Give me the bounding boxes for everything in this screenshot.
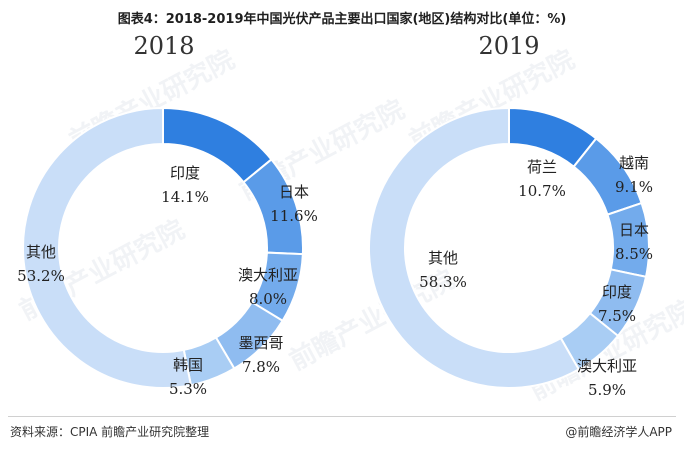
slice-value-2019-2: 8.5% [615,245,653,263]
credit-note: @前瞻经济学人APP [565,425,672,439]
slice-label-2019-2: 日本 [619,221,649,239]
year-2018-title: 2018 [133,32,195,60]
source-note: 资料来源：CPIA 前瞻产业研究院整理 [10,425,210,439]
slice-value-2019-0: 10.7% [518,182,566,200]
slice-label-2019-1: 越南 [619,154,649,172]
slice-label-2018-5: 其他 [26,243,56,261]
slice-label-2019-4: 澳大利亚 [577,357,637,375]
slice-label-2018-4: 韩国 [173,356,203,374]
footer-divider [8,416,676,417]
slice-2018-5 [22,106,193,389]
year-2019-title: 2019 [478,32,540,60]
slice-2019-5 [368,106,581,389]
slice-value-2018-4: 5.3% [169,380,207,398]
slice-label-2018-2: 澳大利亚 [238,266,298,284]
slice-label-2018-0: 印度 [170,164,200,182]
slice-value-2018-3: 7.8% [242,358,280,376]
slice-label-2018-1: 日本 [279,183,309,201]
slice-value-2019-5: 58.3% [419,273,467,291]
slice-value-2018-5: 53.2% [17,267,65,285]
slice-label-2019-3: 印度 [602,283,632,301]
slice-label-2019-5: 其他 [428,249,458,267]
slice-value-2019-4: 5.9% [588,381,626,399]
slice-label-2018-3: 墨西哥 [238,334,283,352]
donut-2018: 印度 14.1% 日本 11.6% 澳大利亚 8.0% 墨西哥 7.8% 韩国 5.3% 其他 53.… [17,106,318,398]
slice-2019-2 [606,201,650,279]
slice-label-2019-0: 荷兰 [527,158,557,176]
chart-title: 图表4：2018-2019年中国光伏产品主要出口国家(地区)结构对比(单位：%) [117,12,567,27]
slice-value-2019-1: 9.1% [615,178,653,196]
slice-value-2019-3: 7.5% [598,307,636,325]
slice-value-2018-1: 11.6% [270,207,318,225]
donut-2019: 荷兰 10.7% 越南 9.1% 日本 8.5% 印度 7.5% 澳大利亚 5.9% 其他 58.3% [368,106,653,399]
slice-value-2018-0: 14.1% [161,188,209,206]
slice-value-2018-2: 8.0% [249,290,287,308]
